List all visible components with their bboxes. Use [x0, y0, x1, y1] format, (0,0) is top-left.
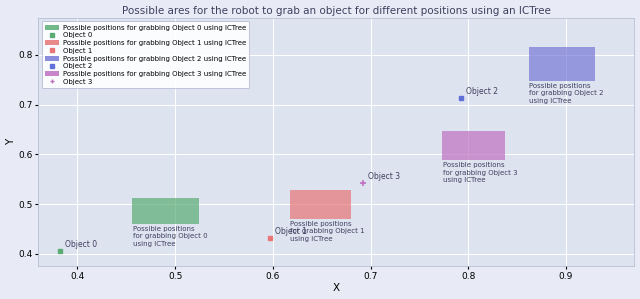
Title: Possible ares for the robot to grab an object for different positions using an I: Possible ares for the robot to grab an o… — [122, 6, 551, 16]
Text: Object 0: Object 0 — [65, 240, 97, 249]
Text: Object 1: Object 1 — [275, 227, 307, 236]
Legend: Possible positions for grabbing Object 0 using ICTree, Object 0, Possible positi: Possible positions for grabbing Object 0… — [42, 21, 250, 88]
Bar — [132, 198, 198, 224]
X-axis label: X: X — [333, 283, 340, 293]
Text: Possible positions
for grabbing Object 3
using ICTree: Possible positions for grabbing Object 3… — [443, 162, 518, 183]
Y-axis label: Y: Y — [6, 139, 15, 145]
Text: Object 3: Object 3 — [367, 172, 400, 181]
Bar — [529, 47, 595, 81]
Text: Object 2: Object 2 — [467, 87, 499, 96]
Bar — [291, 190, 351, 219]
Text: Possible positions
for grabbing Object 1
using ICTree: Possible positions for grabbing Object 1… — [291, 221, 365, 242]
Text: Possible positions
for grabbing Object 2
using ICTree: Possible positions for grabbing Object 2… — [529, 83, 604, 104]
Bar — [442, 132, 506, 160]
Text: Possible positions
for grabbing Object 0
using ICTree: Possible positions for grabbing Object 0… — [133, 226, 208, 247]
